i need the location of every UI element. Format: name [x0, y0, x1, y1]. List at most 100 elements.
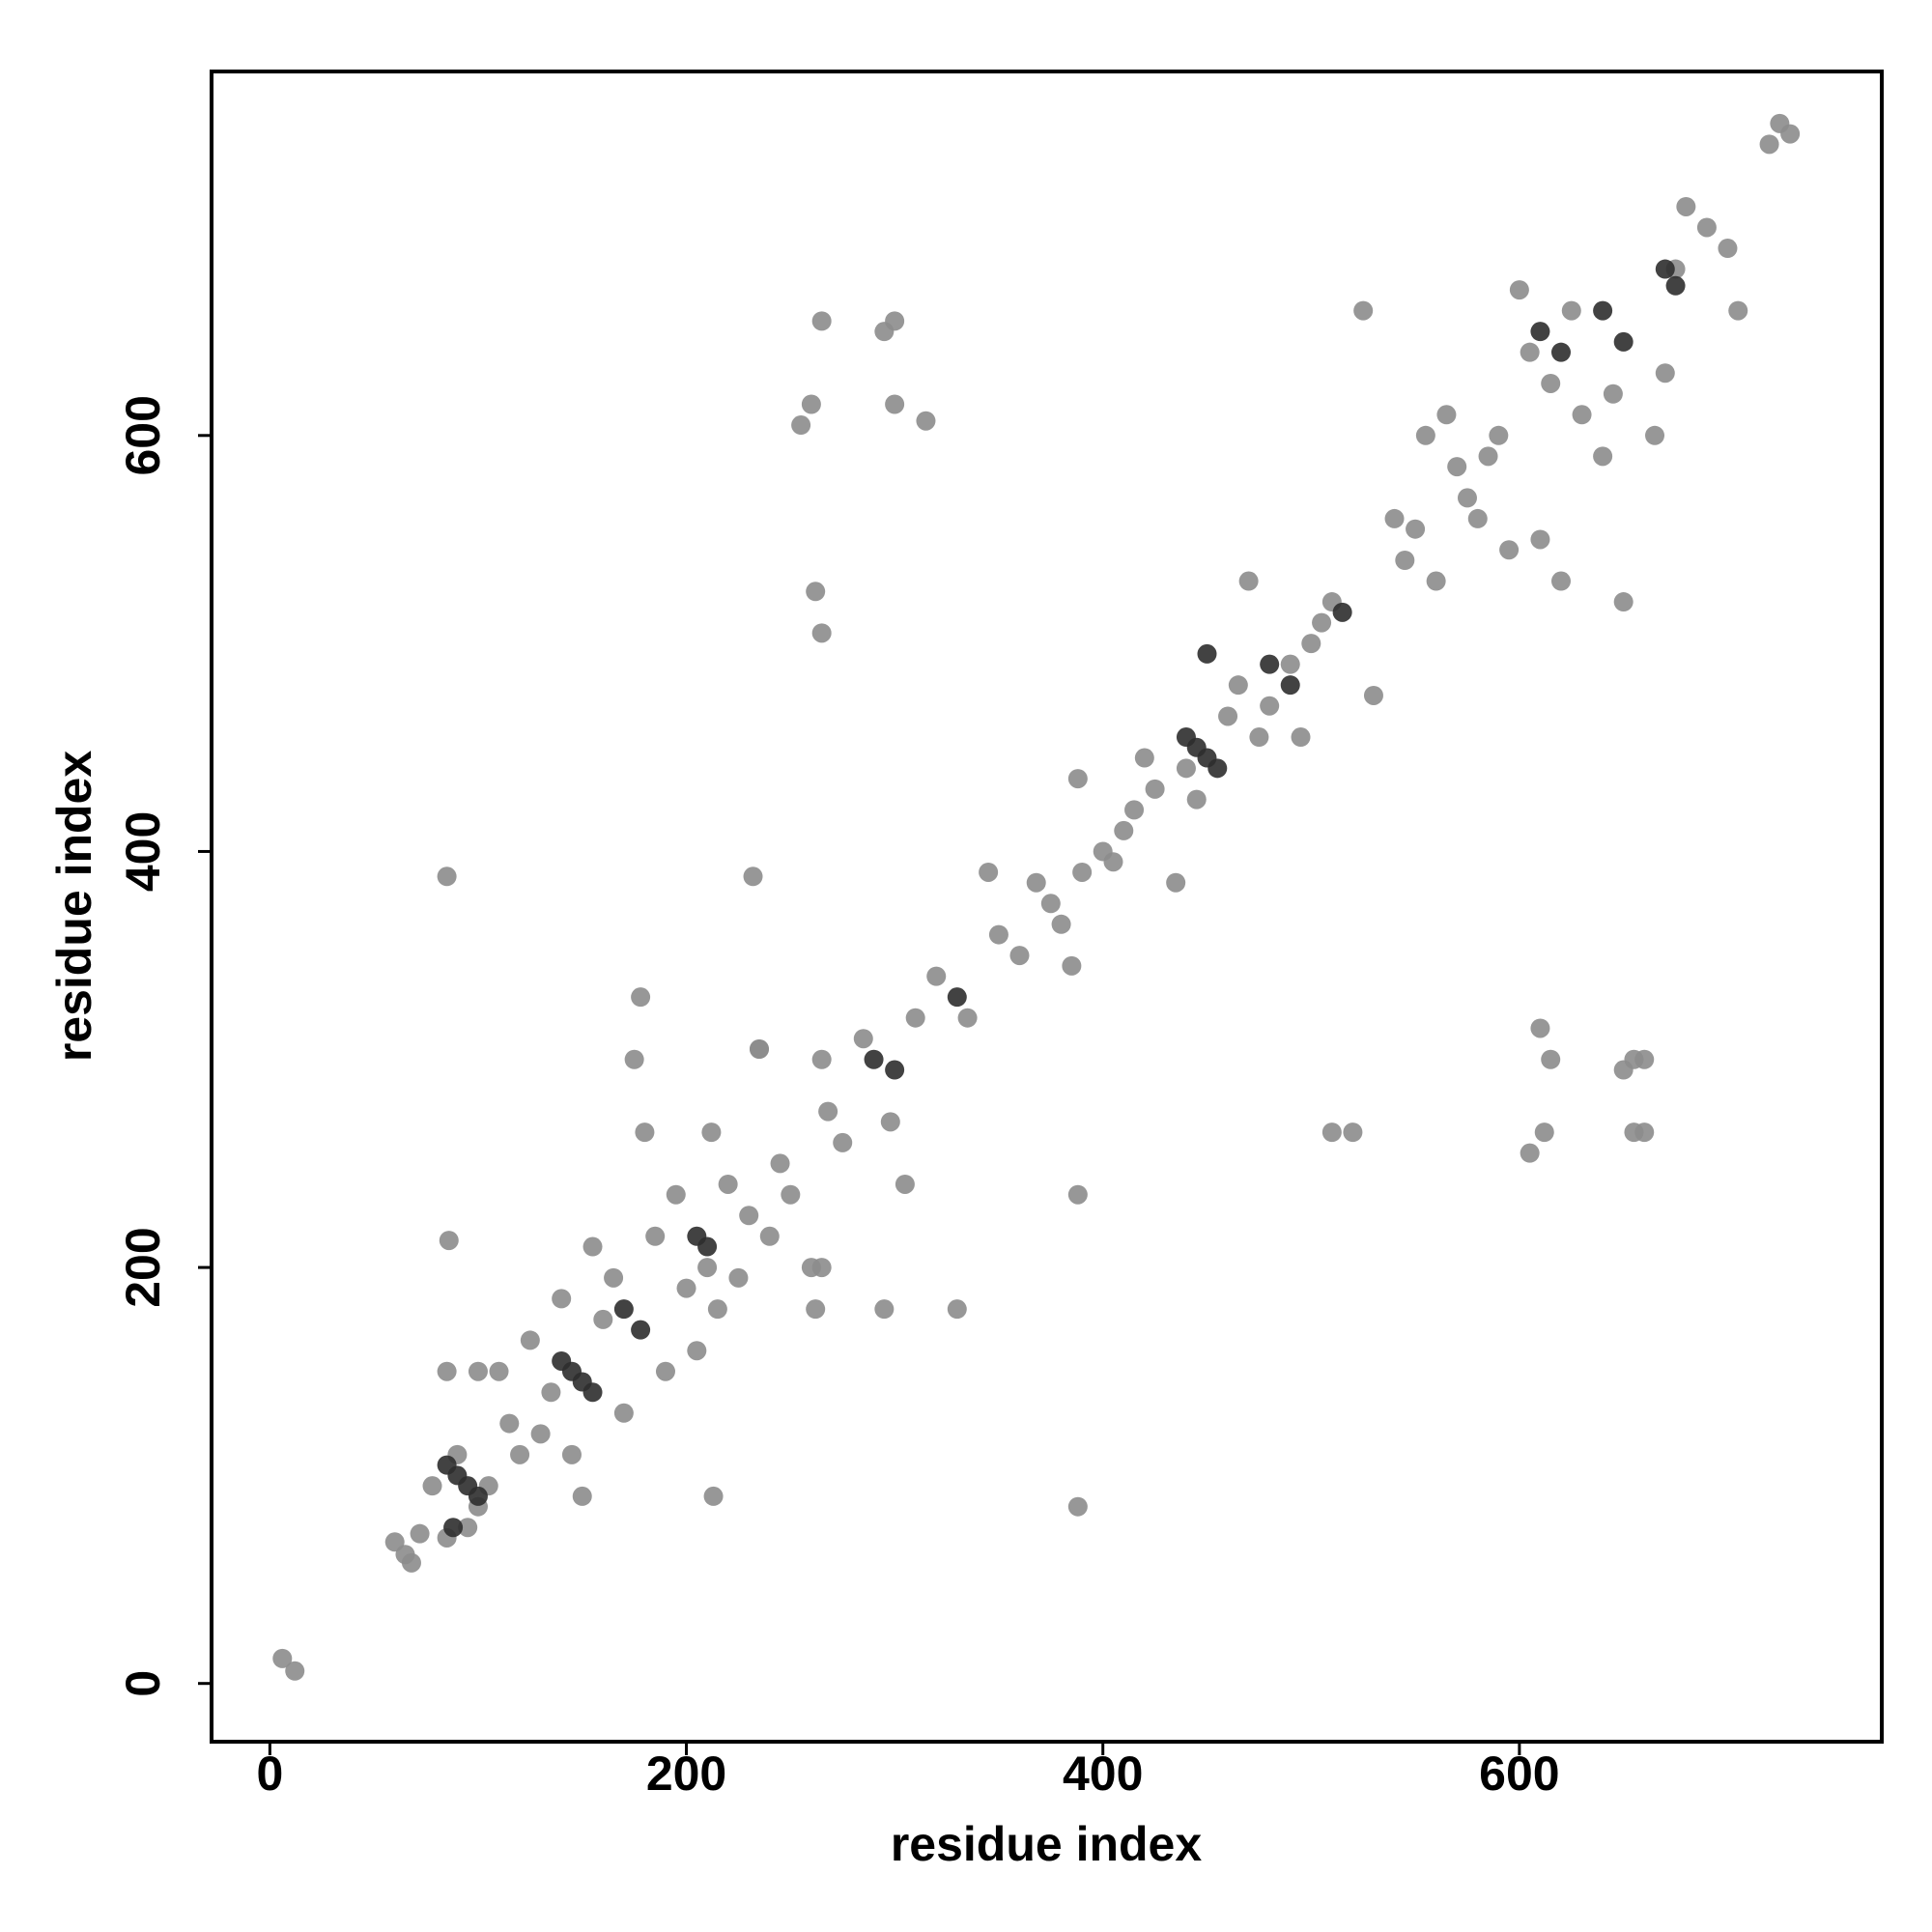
point — [1634, 1049, 1655, 1069]
point — [759, 1226, 780, 1246]
point — [853, 1029, 873, 1049]
point — [781, 1184, 801, 1205]
point — [1406, 519, 1426, 539]
point — [1384, 508, 1405, 528]
point — [895, 1174, 915, 1194]
point — [1208, 758, 1228, 779]
point — [1759, 134, 1779, 155]
point — [582, 1382, 603, 1403]
point — [1550, 571, 1571, 591]
point — [499, 1413, 520, 1434]
point — [703, 1486, 724, 1506]
point — [1415, 425, 1435, 445]
point — [1478, 446, 1498, 467]
point — [631, 987, 651, 1008]
point — [1509, 280, 1529, 300]
point — [1603, 384, 1623, 404]
point — [1530, 529, 1550, 550]
point — [1613, 331, 1634, 352]
point — [885, 1060, 905, 1080]
point — [1067, 1184, 1088, 1205]
point — [1291, 727, 1311, 748]
point — [687, 1341, 707, 1361]
point — [410, 1523, 430, 1544]
point — [743, 867, 763, 887]
point — [885, 311, 905, 331]
point — [1655, 259, 1675, 279]
point — [801, 394, 821, 414]
plot-frame — [210, 70, 1884, 1744]
point — [1534, 1122, 1554, 1143]
point — [979, 862, 999, 882]
point — [437, 1361, 457, 1381]
point — [1072, 862, 1093, 882]
point — [552, 1289, 572, 1309]
point — [655, 1361, 675, 1381]
point — [1321, 1122, 1342, 1143]
point — [1260, 696, 1280, 716]
point — [645, 1226, 666, 1246]
point — [1062, 955, 1082, 976]
point — [285, 1661, 305, 1681]
point — [1467, 508, 1488, 528]
point — [1040, 894, 1061, 914]
point — [1228, 675, 1248, 696]
point — [1718, 239, 1738, 259]
point — [624, 1049, 644, 1069]
point — [1026, 872, 1046, 893]
x-axis-title: residue index — [891, 1817, 1203, 1871]
x-tick-label: 200 — [646, 1747, 726, 1801]
point — [1696, 217, 1717, 238]
point — [1103, 852, 1123, 872]
point — [458, 1518, 478, 1538]
point — [530, 1424, 551, 1444]
point — [1067, 769, 1088, 789]
point — [1426, 571, 1446, 591]
point — [439, 1231, 459, 1251]
point — [739, 1206, 759, 1226]
point — [833, 1132, 853, 1152]
point — [613, 1403, 634, 1423]
point — [1114, 820, 1134, 840]
point — [1395, 550, 1415, 570]
point — [707, 1299, 727, 1320]
point — [957, 1008, 978, 1028]
point — [749, 1038, 769, 1059]
point — [770, 1153, 790, 1174]
point — [1728, 300, 1748, 321]
point — [916, 411, 936, 431]
point — [1009, 946, 1030, 966]
point — [561, 1444, 582, 1464]
point — [468, 1486, 488, 1506]
point — [401, 1552, 421, 1573]
point — [791, 415, 811, 436]
point — [728, 1267, 749, 1288]
point — [1145, 779, 1165, 799]
point — [864, 1049, 884, 1069]
x-tick-label: 0 — [256, 1747, 283, 1801]
y-tick-label: 600 — [116, 395, 170, 475]
point — [1301, 634, 1321, 654]
point — [437, 867, 457, 887]
point — [1067, 1496, 1088, 1517]
point — [697, 1236, 718, 1257]
point — [1332, 602, 1352, 622]
point — [1197, 643, 1217, 664]
point — [422, 1476, 442, 1496]
point — [593, 1309, 613, 1329]
point — [1780, 124, 1801, 144]
point — [1593, 300, 1613, 321]
point — [806, 1299, 826, 1320]
y-tick-label: 400 — [116, 811, 170, 892]
point — [1499, 540, 1520, 560]
point — [718, 1174, 738, 1194]
point — [1124, 800, 1145, 820]
point — [1593, 446, 1613, 467]
point — [443, 1518, 464, 1538]
point — [1530, 1018, 1550, 1038]
point — [572, 1486, 592, 1506]
point — [1489, 425, 1509, 445]
point — [1260, 654, 1280, 674]
point — [1436, 405, 1457, 425]
